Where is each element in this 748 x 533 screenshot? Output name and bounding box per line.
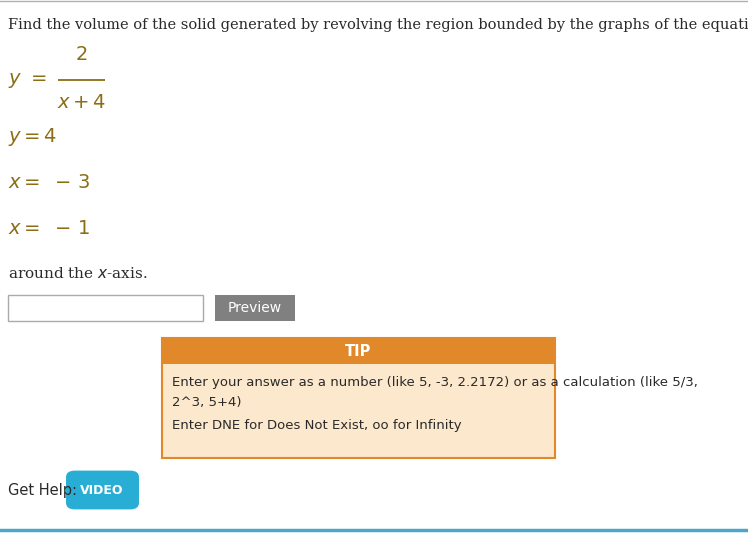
Text: $x =\ -\,1$: $x =\ -\,1$ xyxy=(8,220,90,238)
Text: TIP: TIP xyxy=(346,343,372,359)
Text: VIDEO: VIDEO xyxy=(80,483,123,497)
Text: Enter your answer as a number (like 5, -3, 2.2172) or as a calculation (like 5/3: Enter your answer as a number (like 5, -… xyxy=(172,376,698,389)
Text: Find the volume of the solid generated by revolving the region bounded by the gr: Find the volume of the solid generated b… xyxy=(8,18,748,32)
Text: Enter DNE for Does Not Exist, oo for Infinity: Enter DNE for Does Not Exist, oo for Inf… xyxy=(172,419,462,432)
Text: $y\ =$: $y\ =$ xyxy=(8,70,46,90)
Text: $y = 4$: $y = 4$ xyxy=(8,126,58,148)
Text: Get Help:: Get Help: xyxy=(8,482,77,497)
Text: around the $x$-axis.: around the $x$-axis. xyxy=(8,265,147,280)
Text: $x + 4$: $x + 4$ xyxy=(57,94,106,112)
Text: $x =\ -\,3$: $x =\ -\,3$ xyxy=(8,174,91,192)
Text: Preview: Preview xyxy=(228,301,282,315)
Text: $2$: $2$ xyxy=(76,46,88,64)
Text: 2^3, 5+4): 2^3, 5+4) xyxy=(172,396,242,409)
